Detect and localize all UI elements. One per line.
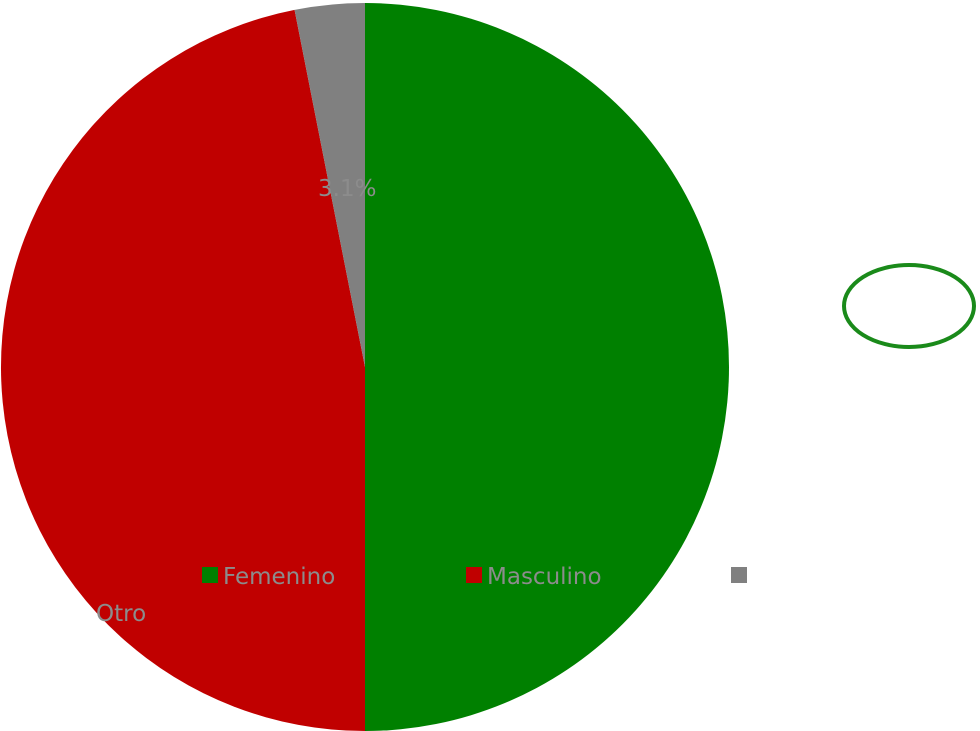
pie-slices bbox=[0, 3, 729, 731]
data-label-otro: 3.1% bbox=[318, 176, 376, 202]
pie-slice-otro bbox=[294, 3, 365, 367]
pie-slice-femenino bbox=[365, 3, 729, 731]
legend-swatch-masculino bbox=[466, 567, 482, 583]
annotation-ellipse bbox=[842, 263, 976, 349]
legend-swatch-otro bbox=[731, 567, 747, 583]
pie-slice-masculino bbox=[0, 9, 366, 731]
legend: Femenino Masculino bbox=[202, 564, 747, 590]
data-label-otro-name: Otro bbox=[96, 601, 146, 627]
legend-label-masculino: Masculino bbox=[487, 564, 602, 590]
legend-swatch-femenino bbox=[202, 567, 218, 583]
legend-label-femenino: Femenino bbox=[223, 564, 335, 590]
